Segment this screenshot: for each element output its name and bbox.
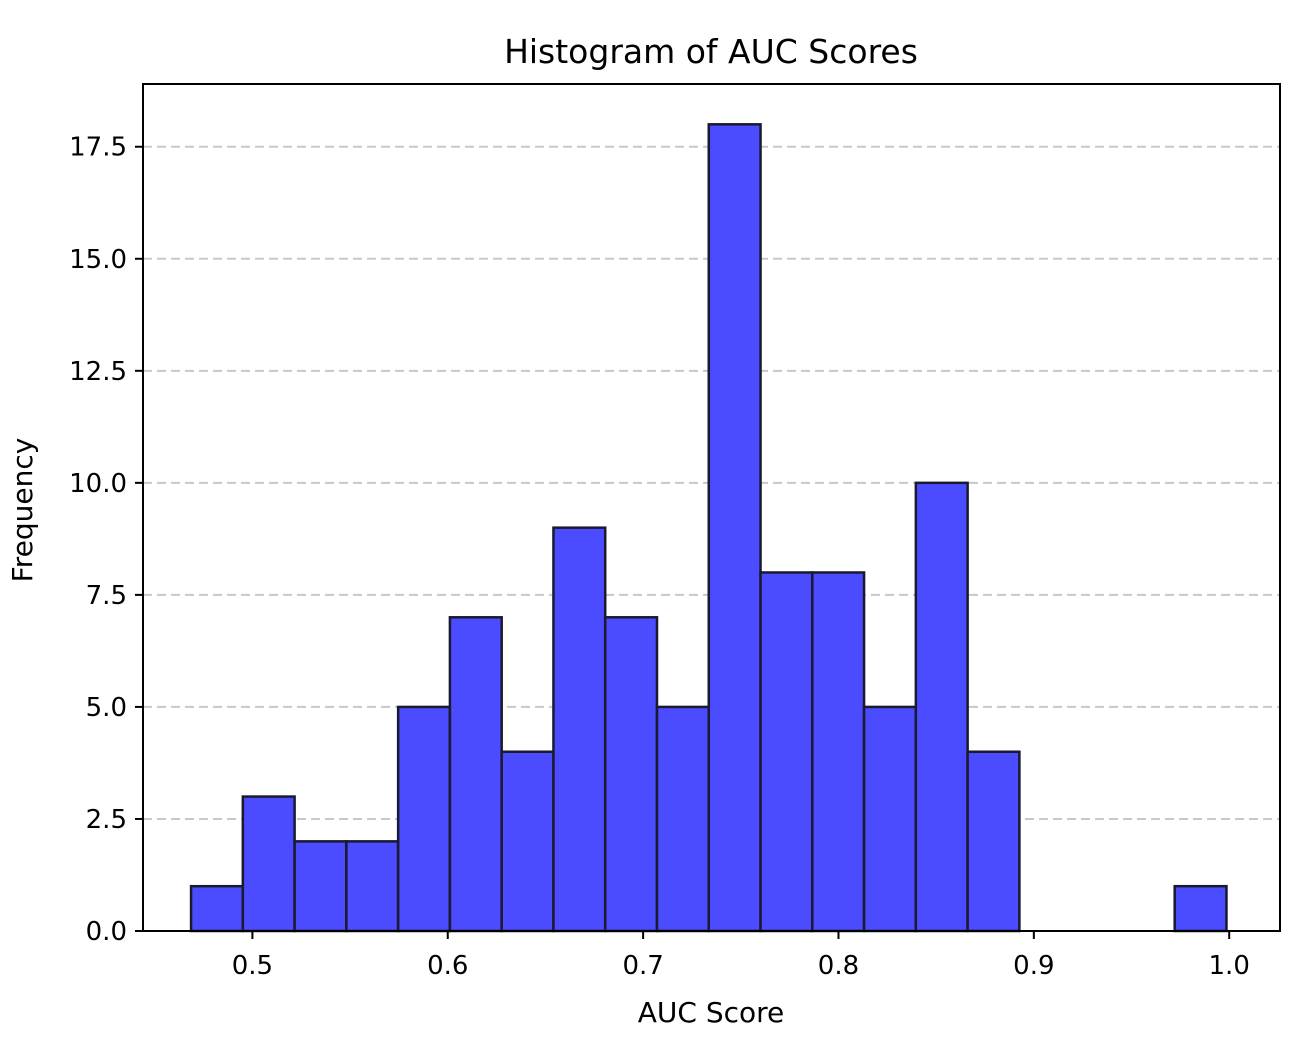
plot-frame — [142, 83, 1281, 932]
histogram-bar — [914, 481, 969, 933]
histogram-bar — [293, 840, 348, 933]
histogram-bar — [759, 571, 814, 933]
y-tick-label: 15.0 — [69, 245, 127, 275]
histogram-bar — [396, 705, 452, 933]
y-axis-title: Frequency — [6, 438, 39, 583]
histogram-bar — [552, 526, 607, 933]
histogram-bar — [862, 705, 918, 933]
histogram-bar — [241, 795, 296, 933]
histogram-bar — [1173, 884, 1228, 933]
histogram-bar — [811, 571, 866, 933]
histogram-bar — [345, 840, 400, 933]
bars — [189, 123, 1228, 933]
y-tick-label: 7.5 — [86, 581, 127, 611]
x-tick-label: 0.6 — [427, 951, 468, 981]
y-axis-ticks: 0.0 2.5 5.0 7.5 10.0 12.5 15.0 17.5 — [69, 133, 143, 947]
y-tick-label: 0.0 — [86, 917, 127, 947]
histogram-bar — [500, 750, 555, 933]
histogram-bar — [189, 884, 245, 933]
x-tick-label: 1.0 — [1209, 951, 1250, 981]
histogram-bar — [448, 616, 503, 933]
x-tick-label: 0.7 — [622, 951, 663, 981]
x-tick-label: 0.8 — [818, 951, 859, 981]
y-tick-label: 17.5 — [69, 133, 127, 163]
chart-title: Histogram of AUC Scores — [504, 32, 918, 71]
histogram-bar — [966, 750, 1021, 933]
y-tick-label: 5.0 — [86, 693, 127, 723]
x-axis-title: AUC Score — [638, 996, 785, 1029]
histogram-bar — [603, 616, 659, 933]
x-tick-label: 0.5 — [232, 951, 273, 981]
y-tick-label: 12.5 — [69, 357, 127, 387]
y-tick-label: 10.0 — [69, 469, 127, 499]
x-tick-label: 0.9 — [1013, 951, 1054, 981]
y-tick-label: 2.5 — [86, 805, 127, 835]
histogram-bar — [707, 123, 762, 933]
histogram-bar — [655, 705, 711, 933]
x-axis-ticks: 0.5 0.6 0.7 0.8 0.9 1.0 — [232, 931, 1250, 981]
